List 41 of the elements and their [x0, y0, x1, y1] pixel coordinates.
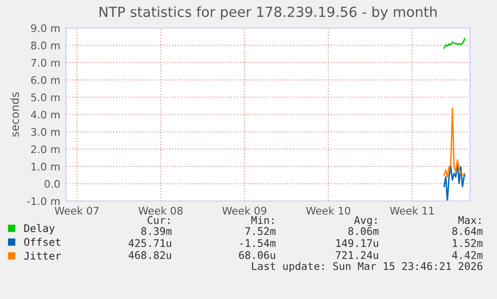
- line-series: [443, 108, 466, 178]
- line-series: [443, 38, 466, 49]
- legend-label: Delay: [24, 224, 55, 234]
- y-tick-label: 7.0 m: [31, 58, 60, 67]
- text: Avg:: [354, 216, 376, 226]
- y-tick-label: 1.0 m: [32, 162, 60, 171]
- y-tick-label: 8.0 m: [31, 42, 60, 50]
- text: 8.39m: [141, 227, 172, 236]
- text: Max:: [458, 216, 480, 224]
- y-tick-label: -1.0 m: [27, 197, 60, 206]
- text: Last update: Sun Mar 15 23:46:21 2026: [252, 262, 482, 272]
- text: 425.71u: [128, 239, 172, 248]
- y-tick-label: 5.0 m: [31, 93, 60, 102]
- y-tick-label: 9.0 m: [31, 24, 60, 32]
- text: Cur:: [148, 216, 170, 224]
- text: 8.06m: [348, 227, 379, 236]
- text: 149.17u: [336, 239, 378, 248]
- legend-label: Jitter: [24, 252, 61, 260]
- x-tick-label: Week 11: [390, 206, 434, 215]
- text: 8.64m: [452, 227, 483, 236]
- x-tick-label: Week 09: [222, 206, 266, 215]
- y-axis-title: seconds: [10, 92, 19, 137]
- x-tick-label: Week 10: [306, 206, 350, 215]
- text: 721.24u: [336, 251, 378, 260]
- text: 7.52m: [245, 227, 276, 236]
- text: -1.54m: [240, 239, 276, 248]
- chart-title: NTP statistics for peer 178.239.19.56 - by month: [100, 6, 437, 20]
- text: 4.42m: [452, 251, 483, 259]
- x-tick-label: Week 07: [54, 206, 99, 215]
- text: 1.52m: [452, 239, 483, 248]
- legend-label: Offset: [24, 238, 60, 246]
- y-tick-label: 3.0 m: [31, 128, 60, 136]
- text: 468.82u: [128, 251, 172, 260]
- line-series: [443, 162, 466, 201]
- text: 68.06u: [239, 251, 276, 260]
- y-tick-label: 0.0: [44, 180, 60, 188]
- text: Min:: [251, 216, 274, 224]
- y-tick-label: 2.0 m: [31, 145, 60, 154]
- y-tick-label: 4.0 m: [30, 110, 60, 119]
- y-tick-label: 6.0 m: [31, 76, 60, 84]
- x-tick-label: Week 08: [138, 206, 183, 215]
